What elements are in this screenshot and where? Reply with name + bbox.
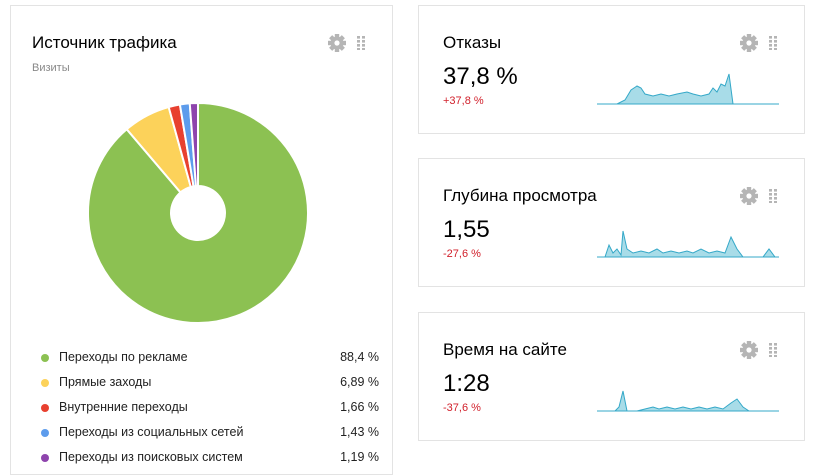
traffic-donut-chart (87, 102, 309, 324)
traffic-source-card: Источник трафика Визиты Переходы по рекл… (10, 5, 393, 475)
legend-label: Переходы по рекламе (59, 350, 188, 364)
sparkline-area (597, 231, 779, 257)
card-subtitle: Визиты (32, 62, 70, 74)
legend-value: 1,66 % (340, 400, 379, 414)
metric-delta: -27,6 % (443, 248, 481, 260)
legend-item[interactable]: Прямые заходы 6,89 % (41, 375, 381, 393)
legend-label: Переходы из социальных сетей (59, 425, 244, 439)
metric-card: Отказы 37,8 % +37,8 % (418, 5, 805, 134)
sparkline-line (616, 73, 734, 105)
metric-delta: -37,6 % (443, 402, 481, 414)
legend-label: Прямые заходы (59, 375, 152, 389)
legend-value: 1,19 % (340, 450, 379, 464)
legend-color-dot (41, 354, 49, 362)
legend-color-dot (41, 379, 49, 387)
legend-label: Переходы из поисковых систем (59, 450, 243, 464)
card-controls (739, 340, 781, 360)
metric-value: 37,8 % (443, 63, 518, 90)
card-controls (739, 33, 781, 53)
metric-delta: +37,8 % (443, 95, 484, 107)
legend-item[interactable]: Переходы из социальных сетей 1,43 % (41, 425, 381, 443)
legend-color-dot (41, 404, 49, 412)
donut-slice[interactable] (188, 102, 199, 188)
metric-card: Время на сайте 1:28 -37,6 % (418, 312, 805, 441)
metric-sparkline (597, 73, 779, 105)
donut-slice[interactable] (87, 102, 309, 324)
legend-item[interactable]: Переходы по рекламе 88,4 % (41, 350, 381, 368)
legend-item[interactable]: Переходы из поисковых систем 1,19 % (41, 450, 381, 468)
drag-handle-icon[interactable] (769, 343, 777, 357)
gear-icon[interactable] (739, 186, 759, 206)
metric-title: Глубина просмотра (443, 186, 597, 205)
legend-color-dot (41, 429, 49, 437)
legend-label: Внутренние переходы (59, 400, 188, 414)
drag-handle-icon[interactable] (357, 36, 365, 50)
sparkline-area (597, 74, 779, 104)
legend-item[interactable]: Внутренние переходы 1,66 % (41, 400, 381, 418)
metric-title: Отказы (443, 33, 502, 52)
sparkline-line (604, 230, 776, 258)
sparkline-area (597, 391, 779, 411)
metric-title: Время на сайте (443, 340, 567, 359)
gear-icon[interactable] (327, 33, 347, 53)
gear-icon[interactable] (739, 340, 759, 360)
legend-value: 6,89 % (340, 375, 379, 389)
drag-handle-icon[interactable] (769, 189, 777, 203)
metric-sparkline (597, 390, 779, 412)
card-controls (327, 33, 369, 53)
metric-card: Глубина просмотра 1,55 -27,6 % (418, 158, 805, 287)
card-title: Источник трафика (32, 33, 177, 52)
legend-color-dot (41, 454, 49, 462)
drag-handle-icon[interactable] (769, 36, 777, 50)
legend-value: 1,43 % (340, 425, 379, 439)
metric-value: 1,55 (443, 216, 490, 243)
metric-sparkline (597, 230, 779, 258)
gear-icon[interactable] (739, 33, 759, 53)
card-controls (739, 186, 781, 206)
metric-value: 1:28 (443, 370, 490, 397)
legend-value: 88,4 % (340, 350, 379, 364)
